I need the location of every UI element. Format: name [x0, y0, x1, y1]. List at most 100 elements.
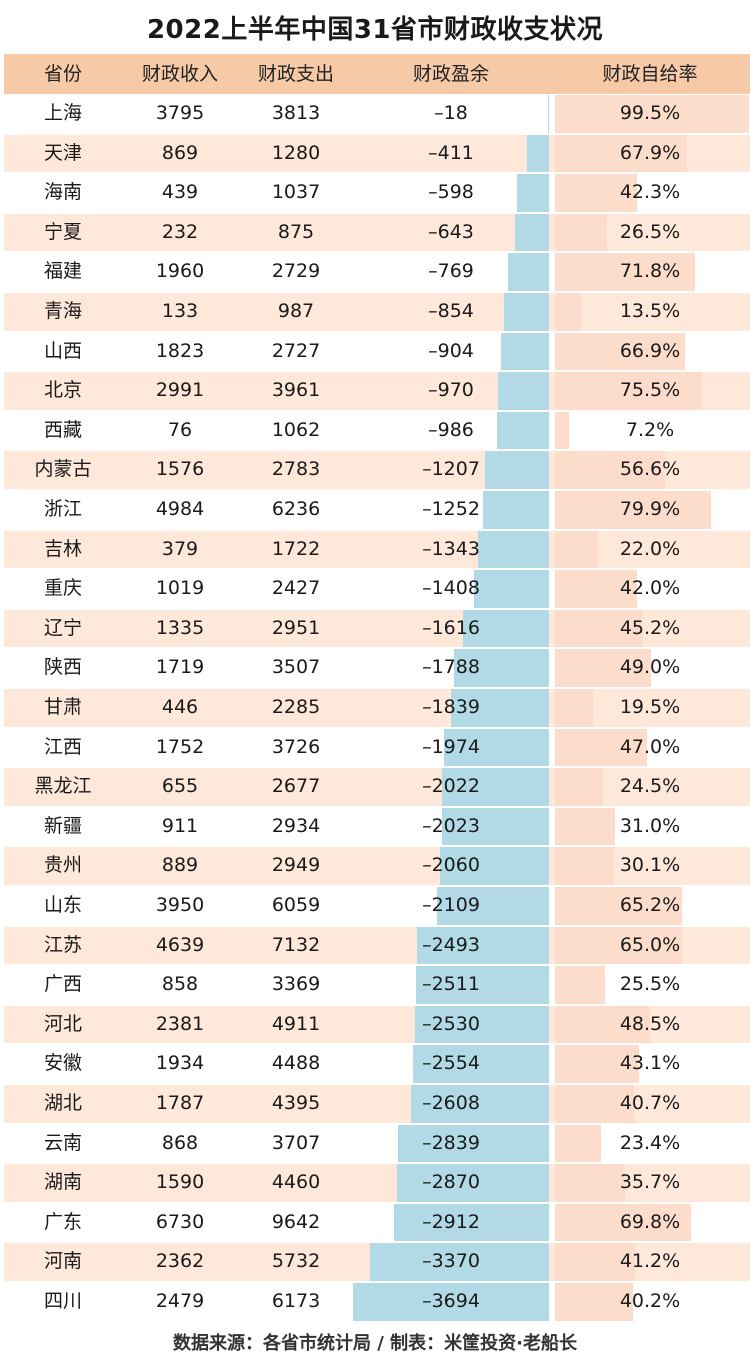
self-sufficiency-bar — [555, 1203, 692, 1242]
surplus-bar — [415, 966, 549, 1004]
surplus-cell: –1839 — [422, 696, 480, 718]
self-sufficiency-bar — [555, 411, 570, 450]
self-sufficiency-cell: 48.5% — [619, 1012, 681, 1035]
surplus-bar — [548, 95, 549, 133]
surplus-cell: –854 — [428, 300, 474, 322]
table-row: 云南 868 3707 –2839 23.4% — [0, 1124, 750, 1164]
table-row: 江苏 4639 7132 –2493 65.0% — [0, 926, 750, 966]
self-sufficiency-cell: 43.1% — [619, 1052, 681, 1075]
table-row: 广西 858 3369 –2511 25.5% — [0, 965, 750, 1005]
surplus-cell: –411 — [428, 141, 474, 164]
table-row: 黑龙江 655 2677 –2022 24.5% — [0, 767, 750, 807]
row-band — [4, 847, 750, 885]
province-cell: 北京 — [43, 379, 82, 402]
expenditure-cell: 987 — [277, 300, 315, 322]
self-sufficiency-bar — [555, 609, 644, 648]
self-sufficiency-cell: 47.0% — [619, 735, 681, 758]
self-sufficiency-bar — [555, 1005, 650, 1044]
province-cell: 内蒙古 — [34, 458, 92, 481]
province-cell: 陕西 — [43, 656, 82, 679]
province-cell: 四川 — [43, 1290, 82, 1312]
table-row: 山西 1823 2727 –904 66.9% — [0, 332, 750, 372]
surplus-bar — [451, 689, 549, 727]
table-row: 青海 133 987 –854 13.5% — [0, 292, 750, 332]
revenue-cell: 1019 — [155, 577, 205, 600]
table-row: 宁夏 232 875 –643 26.5% — [0, 213, 750, 253]
revenue-cell: 446 — [161, 696, 199, 718]
expenditure-cell: 9642 — [271, 1210, 321, 1233]
revenue-cell: 3795 — [155, 102, 205, 124]
self-sufficiency-cell: 7.2% — [625, 418, 675, 441]
self-sufficiency-cell: 13.5% — [619, 300, 681, 322]
row-band — [4, 530, 750, 569]
self-sufficiency-bar — [555, 332, 686, 371]
table-row: 西藏 76 1062 –986 7.2% — [0, 411, 750, 451]
self-sufficiency-cell: 41.2% — [619, 1250, 681, 1273]
province-cell: 河南 — [43, 1250, 82, 1273]
self-sufficiency-cell: 42.0% — [619, 577, 681, 600]
self-sufficiency-cell: 42.3% — [619, 181, 681, 204]
expenditure-cell: 3813 — [271, 102, 321, 124]
surplus-cell: –2511 — [422, 973, 480, 996]
self-sufficiency-bar — [555, 847, 614, 885]
revenue-cell: 1934 — [155, 1052, 205, 1075]
province-cell: 辽宁 — [43, 616, 82, 639]
surplus-bar — [353, 1283, 549, 1321]
province-cell: 河北 — [43, 1012, 82, 1035]
expenditure-cell: 2727 — [271, 339, 321, 362]
surplus-cell: –986 — [428, 418, 474, 441]
self-sufficiency-bar — [555, 689, 594, 727]
self-sufficiency-bar — [555, 649, 651, 687]
self-sufficiency-bar — [555, 451, 666, 489]
surplus-bar — [414, 1005, 549, 1044]
revenue-cell: 655 — [161, 775, 199, 798]
table-row: 安徽 1934 4488 –2554 43.1% — [0, 1044, 750, 1084]
surplus-bar — [444, 728, 549, 767]
table-row: 内蒙古 1576 2783 –1207 56.6% — [0, 450, 750, 490]
chart-title: 2022上半年中国31省市财政收支状况 — [146, 14, 604, 45]
surplus-cell: –1343 — [422, 537, 480, 560]
table-row: 河南 2362 5732 –3370 41.2% — [0, 1242, 750, 1282]
expenditure-cell: 4460 — [271, 1171, 321, 1194]
province-cell: 贵州 — [43, 854, 82, 877]
table-row: 四川 2479 6173 –3694 40.2% — [0, 1282, 750, 1322]
table-row: 浙江 4984 6236 –1252 79.9% — [0, 490, 750, 530]
province-cell: 安徽 — [43, 1052, 82, 1075]
surplus-bar — [517, 174, 549, 212]
revenue-cell: 1590 — [155, 1171, 205, 1194]
surplus-bar — [416, 926, 549, 965]
revenue-cell: 858 — [161, 973, 199, 996]
self-sufficiency-bar — [555, 253, 695, 291]
expenditure-cell: 4488 — [271, 1052, 321, 1075]
surplus-cell: –2839 — [422, 1131, 480, 1154]
surplus-cell: –598 — [428, 181, 474, 204]
surplus-bar — [439, 847, 549, 885]
self-sufficiency-bar — [555, 174, 638, 212]
province-cell: 江西 — [43, 735, 82, 758]
province-cell: 广东 — [43, 1210, 82, 1233]
header-expenditure: 财政支出 — [257, 63, 334, 85]
revenue-cell: 1576 — [155, 458, 205, 481]
self-sufficiency-bar — [555, 966, 605, 1004]
surplus-cell: –2022 — [422, 775, 480, 798]
expenditure-cell: 1722 — [271, 537, 321, 560]
table-row: 河北 2381 4911 –2530 48.5% — [0, 1005, 750, 1045]
expenditure-cell: 3961 — [271, 379, 321, 402]
table-row: 江西 1752 3726 –1974 47.0% — [0, 728, 750, 768]
self-sufficiency-bar — [555, 728, 647, 767]
surplus-cell: –1207 — [422, 458, 480, 481]
self-sufficiency-cell: 79.9% — [619, 498, 681, 520]
surplus-cell: –1408 — [422, 577, 480, 600]
row-band — [4, 411, 750, 450]
surplus-bar — [527, 134, 549, 173]
row-band — [4, 689, 750, 727]
table-row: 贵州 889 2949 –2060 30.1% — [0, 846, 750, 886]
self-sufficiency-cell: 23.4% — [619, 1131, 681, 1154]
table-row: 海南 439 1037 –598 42.3% — [0, 173, 750, 213]
province-cell: 重庆 — [43, 577, 82, 600]
surplus-cell: –2608 — [422, 1092, 480, 1114]
self-sufficiency-bar — [555, 530, 598, 569]
self-sufficiency-cell: 65.0% — [619, 933, 681, 956]
self-sufficiency-cell: 26.5% — [619, 220, 681, 243]
row-band — [4, 768, 750, 806]
